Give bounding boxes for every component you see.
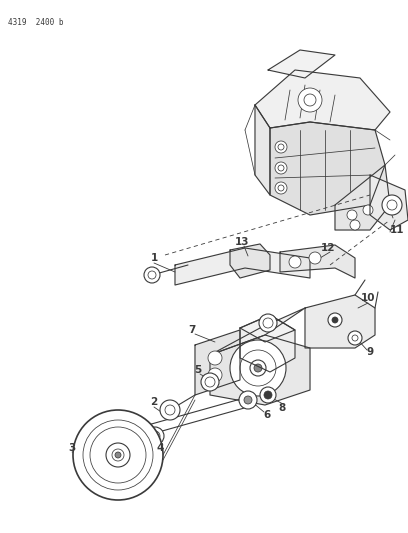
Circle shape xyxy=(363,205,373,215)
Text: 5: 5 xyxy=(194,365,202,375)
Text: 10: 10 xyxy=(361,293,375,303)
Circle shape xyxy=(240,350,276,386)
Circle shape xyxy=(350,220,360,230)
Circle shape xyxy=(90,427,146,483)
Text: 8: 8 xyxy=(278,403,286,413)
Circle shape xyxy=(115,452,121,458)
Polygon shape xyxy=(210,308,305,355)
Polygon shape xyxy=(270,122,385,215)
Circle shape xyxy=(352,335,358,341)
Circle shape xyxy=(278,144,284,150)
Text: 9: 9 xyxy=(366,347,374,357)
Text: 1: 1 xyxy=(151,253,157,263)
Text: 13: 13 xyxy=(235,237,249,247)
Circle shape xyxy=(332,317,338,323)
Text: 12: 12 xyxy=(321,243,335,253)
Circle shape xyxy=(208,368,222,382)
Circle shape xyxy=(205,377,215,387)
Circle shape xyxy=(278,165,284,171)
Circle shape xyxy=(304,94,316,106)
Polygon shape xyxy=(210,335,310,405)
Circle shape xyxy=(347,210,357,220)
Circle shape xyxy=(264,391,272,399)
Circle shape xyxy=(150,431,160,441)
Text: 7: 7 xyxy=(188,325,196,335)
Circle shape xyxy=(230,340,286,396)
Circle shape xyxy=(289,256,301,268)
Circle shape xyxy=(260,387,276,403)
Circle shape xyxy=(382,195,402,215)
Circle shape xyxy=(263,318,273,328)
Circle shape xyxy=(328,313,342,327)
Circle shape xyxy=(106,443,130,467)
Text: 2: 2 xyxy=(151,397,157,407)
Circle shape xyxy=(201,373,219,391)
Circle shape xyxy=(165,405,175,415)
Polygon shape xyxy=(280,245,355,278)
Circle shape xyxy=(239,391,257,409)
Text: 11: 11 xyxy=(390,225,404,235)
Polygon shape xyxy=(255,70,390,130)
Circle shape xyxy=(73,410,163,500)
Circle shape xyxy=(275,162,287,174)
Circle shape xyxy=(275,182,287,194)
Polygon shape xyxy=(370,175,408,230)
Text: 4319  2400 b: 4319 2400 b xyxy=(8,18,64,27)
Circle shape xyxy=(278,185,284,191)
Circle shape xyxy=(160,400,180,420)
Circle shape xyxy=(275,141,287,153)
Circle shape xyxy=(298,88,322,112)
Text: 6: 6 xyxy=(264,410,271,420)
Circle shape xyxy=(244,396,252,404)
Polygon shape xyxy=(255,105,270,195)
Circle shape xyxy=(259,314,277,332)
Polygon shape xyxy=(230,244,270,278)
Text: 4: 4 xyxy=(156,443,164,453)
Polygon shape xyxy=(268,50,335,78)
Circle shape xyxy=(254,364,262,372)
Circle shape xyxy=(208,351,222,365)
Polygon shape xyxy=(305,295,375,348)
Text: 3: 3 xyxy=(69,443,75,453)
Circle shape xyxy=(112,449,124,461)
Circle shape xyxy=(146,427,164,445)
Polygon shape xyxy=(240,315,295,342)
Circle shape xyxy=(144,267,160,283)
Circle shape xyxy=(309,252,321,264)
Circle shape xyxy=(148,271,156,279)
Circle shape xyxy=(250,360,266,376)
Polygon shape xyxy=(335,165,390,230)
Circle shape xyxy=(348,331,362,345)
Circle shape xyxy=(387,200,397,210)
Polygon shape xyxy=(175,248,310,285)
Polygon shape xyxy=(240,315,295,372)
Polygon shape xyxy=(195,330,240,395)
Circle shape xyxy=(83,420,153,490)
